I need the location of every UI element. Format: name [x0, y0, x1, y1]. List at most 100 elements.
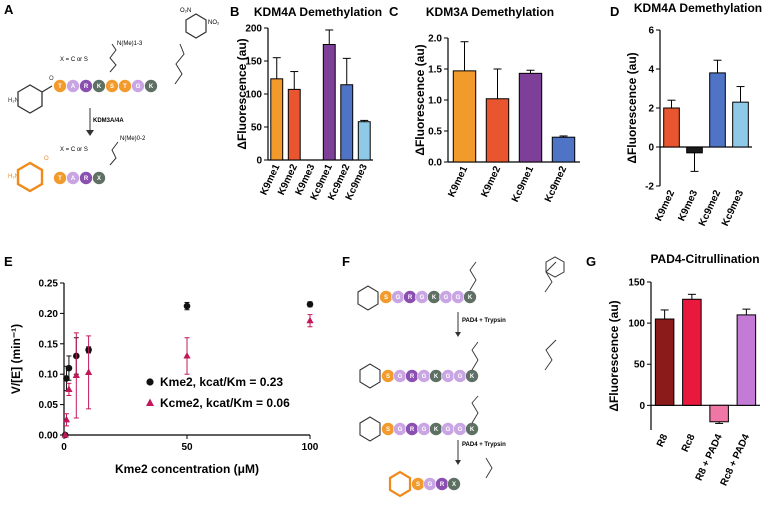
svg-text:H₂N: H₂N — [8, 174, 19, 180]
peptide-bead-label: K — [434, 427, 439, 433]
panel-label-g: G — [586, 254, 596, 269]
x-tick-label: K9me2 — [479, 164, 503, 199]
y-tick-label: -2 — [645, 182, 654, 193]
peptide-bead-label: S — [386, 427, 390, 433]
x-tick-label: K9me1 — [446, 164, 470, 199]
y-tick-label: 150 — [245, 57, 262, 68]
y-tick-label: 2 — [648, 104, 654, 115]
legend-entry: Kme2, kcat/Km = 0.23 — [160, 375, 283, 389]
chart-title: PAD4-Citrullination — [650, 252, 759, 266]
data-point-kcme2 — [65, 385, 73, 392]
peptide-bead-label: G — [446, 374, 451, 380]
y-tick-label: 150 — [628, 278, 645, 289]
peptide-bead-label: A — [71, 176, 76, 182]
peptide-bead-label: G — [398, 374, 403, 380]
y-tick-label: 6 — [648, 26, 654, 37]
peptide-bead-label: R — [440, 482, 445, 488]
peptide-bead-label: X — [452, 482, 456, 488]
scheme-f-enzyme-1: PAD4 + Trypsin — [462, 318, 506, 324]
y-axis-label: ΔFluorescence (au) — [607, 300, 621, 411]
y-tick-label: 0.10 — [39, 370, 59, 381]
data-point-kcme2 — [62, 415, 71, 423]
x-tick-label: Kc9me2 — [543, 164, 569, 204]
bar-kc9me1 — [518, 72, 543, 163]
y-tick-label: 0.0 — [428, 158, 442, 169]
peptide-bead-label: G — [456, 295, 461, 301]
peptide-bead — [92, 171, 106, 185]
data-point-kme2 — [183, 302, 191, 310]
peptide-bead-label: X — [97, 176, 101, 182]
y-tick-label: 0 — [648, 143, 654, 154]
data-point-kme2 — [65, 364, 73, 372]
y-tick-label: 4 — [648, 65, 654, 76]
data-point-kme2 — [306, 300, 314, 308]
peptide-bead-label: T — [58, 84, 62, 90]
legend-entry: Kcme2, kcat/Km = 0.06 — [160, 396, 290, 410]
bar-kc9me2 — [340, 84, 354, 161]
x-tick-label: Rc8 — [680, 432, 698, 454]
y-tick-label: 0.25 — [39, 279, 59, 290]
peptide-bead — [447, 477, 461, 491]
peptide-bead-label: T — [58, 176, 62, 182]
scheme-a-peptide-illustration: H₂N O T A R K S T G K X = C or S N(Me)1-3 O₂N N… — [8, 8, 220, 193]
svg-text:H₂N: H₂N — [8, 98, 19, 104]
scheme-a-x-label: X = C or S — [60, 57, 88, 63]
peptide-bead-label: G — [446, 427, 451, 433]
peptide-bead-label: R — [84, 176, 89, 182]
y-tick-label: 0.5 — [428, 127, 442, 138]
x-axis-label: Kme2 concentration (μM) — [115, 462, 259, 476]
peptide-bead-label: G — [136, 84, 141, 90]
x-tick-label: R8 — [655, 432, 671, 449]
svg-text:O: O — [44, 156, 49, 162]
bar-k9me2 — [287, 88, 301, 161]
peptide-bead-label: G — [396, 295, 401, 301]
peptide-bead-label: A — [71, 84, 76, 90]
bar-kc9me3 — [357, 121, 371, 161]
peptide-bead-label: K — [97, 84, 102, 90]
scheme-a-enzyme: KDM3A/4A — [93, 118, 124, 124]
peptide-bead-label: S — [416, 482, 420, 488]
bar-kc9me2 — [551, 136, 576, 163]
bar-k9me1 — [452, 70, 477, 163]
peptide-bead-label: T — [123, 84, 127, 90]
peptide-bead-label: R — [410, 427, 415, 433]
x-tick-label: R8 + PAD4 — [694, 432, 725, 482]
data-point-kcme2 — [72, 371, 80, 379]
legend-marker-kcme2 — [146, 398, 154, 406]
peptide-bead-label: R — [84, 84, 89, 90]
scheme-a-nme-top: N(Me)1-3 — [117, 41, 143, 47]
y-tick-label: 100 — [628, 319, 645, 330]
bar-r8-pad4 — [709, 404, 729, 423]
bar-kc9me1 — [322, 44, 336, 161]
peptide-bead-label: G — [458, 374, 463, 380]
benzoyl-ring-product: H₂N O — [8, 156, 49, 193]
y-tick-label: 50 — [251, 123, 263, 134]
peptide-bead-label: G — [422, 374, 427, 380]
bar-kc9me3 — [732, 101, 749, 148]
peptide-bead-label: K — [432, 295, 437, 301]
peptide-bead-label: K — [470, 374, 475, 380]
y-tick-label: 100 — [245, 90, 262, 101]
peptide-bead-label: K — [470, 427, 475, 433]
y-axis-label: ΔFluorescence (au) — [625, 52, 639, 163]
y-tick-label: 0.05 — [39, 400, 59, 411]
peptide-bead-label: G — [420, 295, 425, 301]
chart-title: KDM4A Demethylation — [634, 1, 762, 15]
y-tick-label: 0.20 — [39, 309, 59, 320]
data-point-kcme2 — [85, 368, 93, 375]
peptide-bead-label: S — [110, 84, 114, 90]
peptide-bead-label: K — [434, 374, 439, 380]
y-axis-label: V/[E] (min⁻¹) — [9, 324, 23, 394]
x-tick-label: Kc9me1 — [510, 164, 536, 204]
peptide-bead-label: R — [408, 295, 413, 301]
x-tick-label: 50 — [181, 442, 193, 453]
bar-rc8 — [682, 298, 702, 406]
chart-e: V/[E] (min⁻¹) 0.00 0.05 0.10 0.15 0.20 0.25 0 50… — [9, 279, 319, 477]
panel-label-a: A — [4, 2, 14, 17]
bar-rc8-pad4 — [736, 314, 757, 406]
chart-title: KDM3A Demethylation — [426, 5, 554, 19]
chart-b: KDM4A Demethylation ΔFluorescence (au) 0 50… — [235, 5, 382, 202]
data-point-kcme2 — [306, 316, 314, 324]
scheme-a-x-label-2: X = C or S — [60, 147, 88, 153]
